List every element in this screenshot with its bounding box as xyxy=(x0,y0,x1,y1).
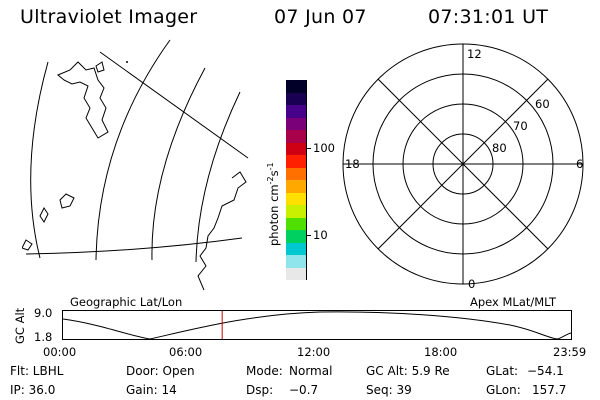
altitude-xtick: 06:00 xyxy=(169,345,203,359)
mlt-label-top: 12 xyxy=(467,47,482,61)
left-panel-caption: Geographic Lat/Lon xyxy=(70,295,183,309)
colorbar-segment xyxy=(286,142,306,155)
colorbar-segment xyxy=(286,155,306,168)
polar-plot xyxy=(342,43,584,285)
app-title: Ultraviolet Imager xyxy=(20,6,198,28)
colorbar-segment xyxy=(286,92,306,105)
info-glon-label: GLon: xyxy=(486,383,521,397)
map-grid-line xyxy=(151,67,206,261)
mlt-label-right: 6 xyxy=(576,157,584,171)
altitude-curve xyxy=(62,311,572,340)
colorbar-segment xyxy=(286,192,306,205)
colorbar-segment xyxy=(286,230,306,243)
right-panel-caption: Apex MLat/MLT xyxy=(470,295,557,309)
lat-label-80: 80 xyxy=(492,141,507,155)
coastline xyxy=(59,193,75,209)
map-grid-line xyxy=(95,39,171,261)
altitude-xtick: 12:00 xyxy=(297,345,331,359)
info-gc-alt: GC Alt: 5.9 Re xyxy=(366,364,450,378)
colorbar-segment xyxy=(286,255,306,268)
altitude-plot-frame xyxy=(62,310,572,340)
colorbar-tick-label: 10 xyxy=(313,228,328,242)
colorbar-segment xyxy=(286,242,306,255)
altitude-plot xyxy=(62,310,572,340)
colorbar-segment xyxy=(286,105,306,118)
info-flt: Flt: LBHL xyxy=(10,364,64,378)
lat-label-70: 70 xyxy=(513,119,528,133)
info-mode-value: Normal xyxy=(289,364,333,378)
altitude-ytick: 9.0 xyxy=(34,306,53,320)
date-label: 07 Jun 07 xyxy=(274,6,367,28)
colorbar-segment xyxy=(286,267,306,280)
coastline xyxy=(197,171,247,291)
lat-label-60: 60 xyxy=(535,97,550,111)
altitude-xtick: 00:00 xyxy=(43,345,77,359)
map-grid-line xyxy=(195,91,241,263)
mlt-label-left: 18 xyxy=(345,157,360,171)
info-dsp-label: Dsp: xyxy=(246,383,274,397)
colorbar-segment xyxy=(286,167,306,180)
colorbar-segment xyxy=(286,117,306,130)
altitude-xtick: 23:59 xyxy=(553,345,587,359)
altitude-ylabel: GC Alt xyxy=(13,307,27,344)
colorbar-segment xyxy=(286,180,306,193)
info-glat-value: −54.1 xyxy=(527,364,564,378)
map-grid-line xyxy=(99,51,249,159)
coastline xyxy=(57,61,109,139)
colorbar xyxy=(286,80,307,280)
info-door: Door: Open xyxy=(126,364,195,378)
map-grid-line xyxy=(30,61,49,259)
mlt-label-bottom: 0 xyxy=(468,277,476,291)
info-ip: IP: 36.0 xyxy=(10,383,56,397)
colorbar-segment xyxy=(286,217,306,230)
altitude-xtick: 18:00 xyxy=(424,345,458,359)
colorbar-segment xyxy=(286,205,306,218)
polar-axis xyxy=(377,78,549,250)
geographic-map xyxy=(22,39,249,291)
colorbar-unit-label: photon cm-2s-1 xyxy=(266,162,281,246)
info-seq: Seq: 39 xyxy=(366,383,412,397)
info-gain: Gain: 14 xyxy=(126,383,177,397)
colorbar-tick-label: 100 xyxy=(313,141,335,155)
altitude-ytick: 1.8 xyxy=(34,330,53,344)
info-glat-label: GLat: xyxy=(486,364,519,378)
coastline xyxy=(95,61,105,73)
colorbar-segment xyxy=(286,80,306,93)
map-grid-line xyxy=(25,237,243,255)
colorbar-segment xyxy=(286,130,306,143)
info-mode-label: Mode: xyxy=(246,364,283,378)
info-glon-value: 157.7 xyxy=(532,383,567,397)
coastline xyxy=(22,239,33,251)
info-dsp-value: −0.7 xyxy=(289,383,319,397)
time-label: 07:31:01 UT xyxy=(428,6,549,28)
coastline xyxy=(39,207,49,223)
